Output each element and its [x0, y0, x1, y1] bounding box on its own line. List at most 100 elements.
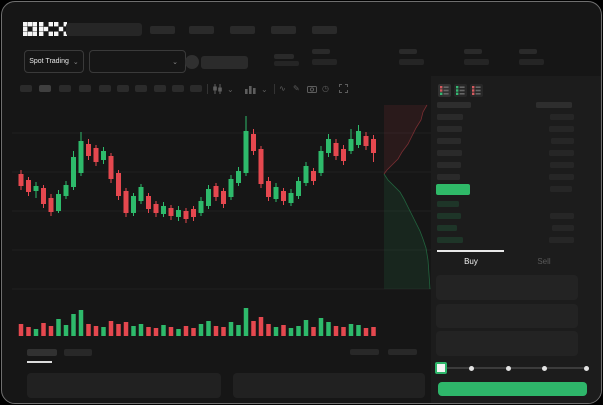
timeframe-chip[interactable] — [59, 85, 71, 92]
timeframe-chip[interactable] — [20, 85, 32, 92]
volume-bar — [333, 326, 339, 336]
positions-panel — [233, 373, 425, 398]
orderbook-view-asks-icon[interactable] — [470, 84, 483, 97]
candle-style-icon[interactable] — [212, 84, 223, 94]
volume-bar — [236, 325, 241, 336]
market-type-label: Spot Trading — [29, 58, 69, 65]
slider-stop-dot[interactable] — [584, 365, 589, 371]
pair-dropdown[interactable]: ⌄ — [89, 50, 186, 73]
amount-slider-handle[interactable] — [435, 362, 447, 374]
orderbook-view-combined-icon[interactable] — [438, 84, 451, 97]
candle-body — [168, 208, 174, 216]
volume-bar — [63, 325, 69, 336]
market-type-dropdown[interactable]: Spot Trading ⌄ — [24, 50, 84, 73]
indicators-icon[interactable] — [245, 84, 256, 94]
orderbook-price-bar — [437, 201, 459, 207]
chevron-down-icon[interactable]: ⌄ — [261, 85, 268, 94]
orderbook-view-bids-icon[interactable] — [454, 84, 467, 97]
orderbook-price-bar — [437, 150, 462, 156]
volume-bar — [108, 321, 114, 336]
volume-bar — [296, 326, 301, 336]
buy-submit-button[interactable] — [438, 382, 587, 396]
orderbook-price-bar — [437, 237, 463, 243]
price-input[interactable] — [436, 275, 578, 300]
okx-logo — [23, 22, 67, 36]
ask-row[interactable] — [437, 135, 574, 147]
volume-bar — [26, 327, 31, 336]
volume-bar — [221, 327, 226, 336]
timeframe-chip[interactable] — [39, 85, 51, 92]
ask-row[interactable] — [437, 171, 574, 183]
stat-label — [399, 49, 417, 54]
clock-icon[interactable]: ◷ — [322, 84, 329, 93]
volume-bar — [341, 327, 346, 336]
candle-body — [341, 149, 346, 161]
candle-body — [243, 131, 249, 173]
timeframe-chip[interactable] — [190, 85, 202, 92]
bottom-pill[interactable] — [388, 349, 417, 355]
candle-body — [311, 171, 316, 181]
slider-stop-dot[interactable] — [542, 365, 547, 371]
amount-slider-track[interactable] — [439, 367, 589, 369]
volume-bar — [86, 324, 91, 336]
ask-row[interactable] — [437, 111, 574, 123]
candle-body — [183, 211, 189, 219]
timeframe-chip[interactable] — [99, 85, 111, 92]
bid-row[interactable] — [437, 234, 574, 246]
volume-bar — [138, 324, 144, 336]
stat-label — [464, 49, 482, 54]
candle-body — [153, 204, 159, 213]
ask-row[interactable] — [437, 159, 574, 171]
bid-row[interactable] — [437, 198, 574, 210]
orderbook-price-bar — [437, 225, 457, 231]
draw-tool-icon[interactable]: ✎ — [293, 84, 300, 93]
bottom-tab-orders[interactable] — [27, 349, 57, 356]
line-tool-icon[interactable]: ∿ — [279, 84, 286, 93]
nav-item[interactable] — [230, 26, 255, 34]
orderbook-price-bar — [437, 162, 461, 168]
slider-stop-dot[interactable] — [506, 365, 511, 371]
timeframe-chip[interactable] — [135, 85, 147, 92]
pair-action-button[interactable] — [201, 56, 248, 69]
volume-bar — [303, 320, 309, 336]
orderbook-amount-bar — [549, 237, 574, 243]
timeframe-chip[interactable] — [172, 85, 184, 92]
bid-row[interactable] — [437, 222, 574, 234]
camera-icon[interactable] — [307, 85, 317, 93]
amount-input[interactable] — [436, 304, 578, 328]
nav-item[interactable] — [189, 26, 214, 34]
candle-body — [41, 188, 46, 204]
stat-value — [399, 59, 424, 65]
nav-item[interactable] — [271, 26, 296, 34]
stat-value — [312, 59, 337, 65]
candle-body — [371, 139, 376, 153]
ask-row[interactable] — [437, 123, 574, 135]
tab-sell[interactable]: Sell — [537, 257, 551, 266]
nav-item[interactable] — [150, 26, 175, 34]
slider-stop-dot[interactable] — [469, 365, 474, 371]
timeframe-chip[interactable] — [79, 85, 91, 92]
candle-body — [266, 181, 271, 197]
candle-body — [48, 198, 54, 212]
tab-buy[interactable]: Buy — [464, 257, 478, 266]
volume-bar — [56, 319, 61, 336]
candle-body — [318, 151, 324, 173]
candle-body — [108, 156, 114, 179]
bottom-pill[interactable] — [350, 349, 379, 355]
nav-item[interactable] — [312, 26, 337, 34]
bottom-tab-history[interactable] — [64, 349, 92, 356]
chevron-down-icon[interactable]: ⌄ — [227, 85, 234, 94]
bid-row[interactable] — [437, 210, 574, 222]
avatar[interactable] — [185, 55, 199, 69]
last-price-bar[interactable] — [436, 184, 470, 195]
candle-body — [191, 209, 196, 217]
ask-row[interactable] — [437, 147, 574, 159]
fullscreen-icon[interactable] — [339, 84, 348, 93]
divider — [207, 84, 208, 94]
timeframe-chip[interactable] — [117, 85, 129, 92]
search-input[interactable] — [66, 23, 142, 36]
candlestick-chart[interactable] — [12, 97, 432, 342]
candle-body — [33, 186, 39, 191]
timeframe-chip[interactable] — [154, 85, 166, 92]
total-input[interactable] — [436, 331, 578, 356]
